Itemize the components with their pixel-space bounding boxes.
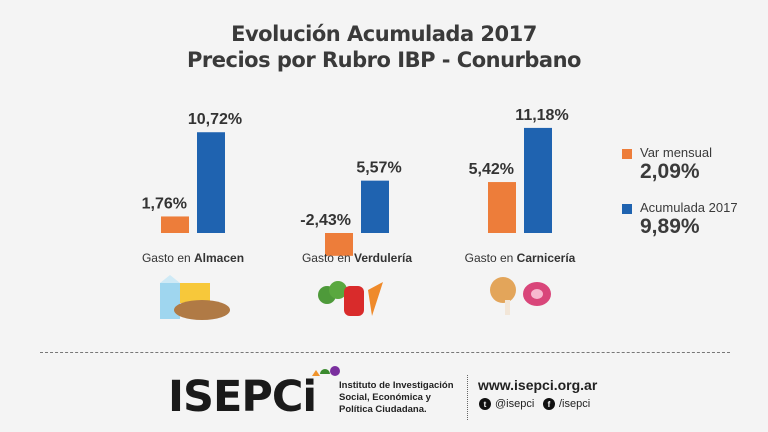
twitter-icon: t [479, 398, 491, 410]
category-label: Gasto en Almacen [142, 251, 244, 265]
bar-chart: 1,76% 10,72% Gasto en Almacen -2,43% 5,57% Ga… [142, 107, 576, 320]
twitter-link[interactable]: t @isepci [479, 398, 534, 410]
website-link[interactable]: www.isepci.org.ar [478, 377, 598, 393]
data-label: 5,42% [469, 161, 514, 178]
bar-var-mensual [325, 233, 353, 256]
bar-var-mensual [488, 182, 516, 233]
almacen-food-icon [160, 275, 230, 320]
category-label: Gasto en Verdulería [302, 251, 412, 265]
legend-label: Var mensual [640, 145, 713, 160]
facebook-link[interactable]: f/isepci [543, 398, 590, 410]
carniceria-meat-icon [490, 277, 551, 315]
logo-dots-icon [312, 366, 340, 376]
bar-var-mensual [161, 216, 189, 233]
facebook-icon: f [543, 398, 555, 410]
institute-name: Instituto de Investigación Social, Económ… [339, 380, 454, 415]
legend-swatch [622, 204, 632, 214]
verduleria-vegetables-icon [318, 281, 383, 316]
data-label: 10,72% [188, 111, 242, 128]
bar-acumulada-2017 [197, 132, 225, 233]
legend-value: 2,09% [640, 160, 700, 183]
legend-label: Acumulada 2017 [640, 200, 738, 215]
data-label: -2,43% [300, 212, 351, 229]
bar-acumulada-2017 [361, 180, 389, 233]
category-label: Gasto en Carnicería [465, 251, 576, 265]
legend-swatch [622, 149, 632, 159]
data-label: 11,18% [515, 107, 568, 124]
isepci-logo: ISEPCi [168, 372, 317, 422]
data-label: 5,57% [356, 160, 401, 177]
bar-acumulada-2017 [524, 127, 552, 233]
legend-value: 9,89% [640, 215, 700, 238]
footer-separator [467, 375, 468, 420]
chart-title-line1: Evolución Acumulada 2017 [231, 22, 537, 46]
data-label: 1,76% [142, 195, 187, 212]
chart-title-line2: Precios por Rubro IBP - Conurbano [187, 48, 581, 72]
divider [40, 352, 730, 353]
